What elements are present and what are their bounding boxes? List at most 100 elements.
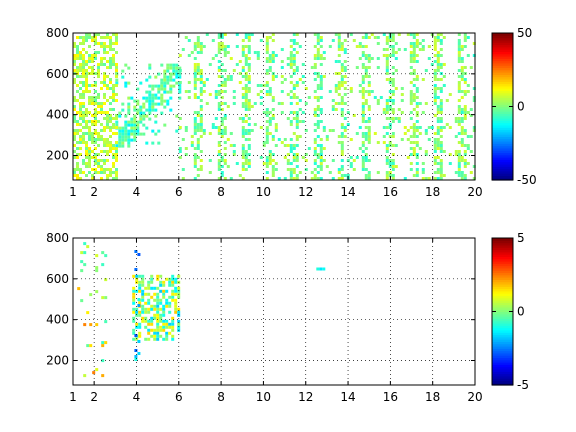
heatmap-cell bbox=[424, 177, 428, 180]
heatmap-cell bbox=[196, 96, 200, 99]
colorbar-swatch bbox=[492, 58, 513, 62]
heatmap-cell bbox=[103, 141, 106, 144]
heatmap-cell bbox=[208, 93, 212, 96]
heatmap-cell bbox=[412, 132, 416, 135]
heatmap-cell bbox=[217, 42, 221, 45]
heatmap-cell bbox=[181, 177, 185, 180]
heatmap-cell bbox=[268, 111, 272, 114]
heatmap-cell bbox=[337, 33, 341, 36]
heatmap-cell bbox=[165, 304, 169, 308]
heatmap-cell bbox=[124, 84, 128, 88]
colorbar-swatch bbox=[492, 281, 513, 285]
heatmap-cell bbox=[391, 144, 395, 147]
heatmap-cell bbox=[177, 289, 181, 293]
heatmap-cell bbox=[159, 280, 163, 284]
heatmap-cell bbox=[415, 54, 419, 57]
heatmap-cell bbox=[265, 129, 269, 132]
heatmap-cell bbox=[178, 156, 182, 159]
heatmap-cell bbox=[247, 75, 251, 78]
heatmap-cell bbox=[304, 129, 308, 132]
heatmap-cell bbox=[316, 267, 320, 271]
heatmap-cell bbox=[79, 75, 82, 78]
heatmap-cell bbox=[367, 117, 371, 120]
heatmap-cell bbox=[141, 283, 145, 287]
heatmap-cell bbox=[391, 102, 395, 105]
heatmap-cell bbox=[415, 141, 419, 144]
heatmap-cell bbox=[196, 126, 200, 129]
heatmap-cell bbox=[226, 165, 230, 168]
heatmap-cell bbox=[355, 132, 359, 135]
heatmap-cell bbox=[97, 159, 100, 162]
heatmap-cell bbox=[144, 325, 148, 329]
heatmap-cell bbox=[142, 132, 146, 136]
heatmap-cell bbox=[133, 105, 137, 109]
heatmap-cell bbox=[217, 93, 221, 96]
heatmap-cell bbox=[412, 45, 416, 48]
heatmap-cell bbox=[412, 123, 416, 126]
heatmap-cell bbox=[340, 102, 344, 105]
heatmap-cell bbox=[196, 69, 200, 72]
heatmap-cell bbox=[115, 117, 118, 120]
heatmap-cell bbox=[121, 144, 125, 148]
heatmap-cell bbox=[112, 93, 115, 96]
heatmap-cell bbox=[301, 156, 305, 159]
heatmap-cell bbox=[94, 132, 97, 135]
heatmap-cell bbox=[367, 54, 371, 57]
colorbar-swatch bbox=[492, 145, 513, 149]
heatmap-cell bbox=[361, 165, 365, 168]
heatmap-cell bbox=[298, 135, 302, 138]
heatmap-cell bbox=[367, 81, 371, 84]
heatmap-cell bbox=[169, 84, 173, 88]
heatmap-cell bbox=[388, 99, 392, 102]
heatmap-cell bbox=[472, 54, 476, 57]
heatmap-cell bbox=[193, 75, 197, 78]
heatmap-cell bbox=[175, 66, 179, 70]
heatmap-cell bbox=[361, 87, 365, 90]
heatmap-cell bbox=[177, 274, 181, 278]
heatmap-cell bbox=[364, 153, 368, 156]
heatmap-cell bbox=[337, 36, 341, 39]
heatmap-cell bbox=[86, 311, 90, 315]
heatmap-cell bbox=[376, 99, 380, 102]
heatmap-cell bbox=[193, 48, 197, 51]
heatmap-cell bbox=[388, 90, 392, 93]
heatmap-cell bbox=[151, 99, 155, 103]
heatmap-cell bbox=[295, 114, 299, 117]
heatmap-cell bbox=[73, 114, 76, 117]
heatmap-cell bbox=[193, 57, 197, 60]
heatmap-cell bbox=[115, 153, 118, 156]
heatmap-cell bbox=[156, 295, 160, 299]
heatmap-cell bbox=[415, 153, 419, 156]
heatmap-cell bbox=[106, 84, 109, 87]
heatmap-cell bbox=[73, 69, 76, 72]
heatmap-cell bbox=[457, 108, 461, 111]
heatmap-cell bbox=[385, 102, 389, 105]
heatmap-cell bbox=[115, 120, 119, 124]
heatmap-cell bbox=[130, 117, 134, 121]
heatmap-cell bbox=[232, 150, 236, 153]
heatmap-cell bbox=[313, 150, 317, 153]
heatmap-cell bbox=[319, 39, 323, 42]
heatmap-cell bbox=[241, 51, 245, 54]
heatmap-cell bbox=[134, 268, 138, 271]
heatmap-cell bbox=[166, 78, 170, 82]
heatmap-cell bbox=[439, 48, 443, 51]
heatmap-cell bbox=[352, 168, 356, 171]
heatmap-cell bbox=[162, 310, 166, 314]
heatmap-cell bbox=[79, 135, 82, 138]
heatmap-cell bbox=[196, 129, 200, 132]
colorbar-swatch bbox=[492, 140, 513, 144]
heatmap-cell bbox=[268, 132, 272, 135]
heatmap-cell bbox=[199, 45, 203, 48]
heatmap-cell bbox=[343, 93, 347, 96]
heatmap-cell bbox=[82, 138, 85, 141]
heatmap-cell bbox=[132, 307, 136, 311]
heatmap-cell bbox=[412, 72, 416, 75]
heatmap-cell bbox=[196, 72, 200, 75]
heatmap-cell bbox=[391, 177, 395, 180]
heatmap-cell bbox=[141, 277, 145, 281]
heatmap-cell bbox=[439, 162, 443, 165]
heatmap-cell bbox=[127, 105, 131, 109]
heatmap-cell bbox=[457, 51, 461, 54]
heatmap-cell bbox=[331, 159, 335, 162]
